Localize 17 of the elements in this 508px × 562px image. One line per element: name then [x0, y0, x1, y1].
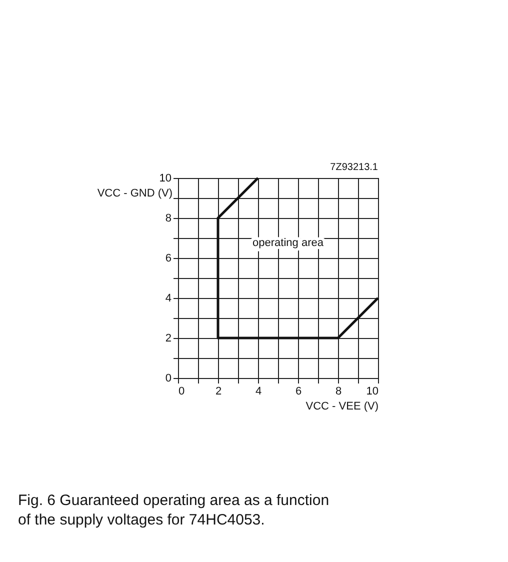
- x-tick-label: 2: [215, 386, 222, 398]
- y-tick-label: 2: [165, 332, 172, 344]
- y-tick-label: 8: [165, 212, 172, 224]
- text: 7Z93213.1: [330, 162, 378, 173]
- x-tick-label: 4: [255, 386, 262, 398]
- x-tick-label: 6: [295, 386, 302, 398]
- x-tick-label: 0: [178, 386, 185, 398]
- y-tick-label: 6: [165, 252, 172, 264]
- line-series: [216, 176, 380, 340]
- y-tick-label: 10: [159, 172, 172, 184]
- x-tick-label: 8: [335, 386, 342, 398]
- x-tick-label: 10: [366, 386, 378, 398]
- y-axis-title: VCC - GND (V): [97, 188, 172, 200]
- y-tick-label: 0: [165, 372, 172, 384]
- caption: Fig. 6 Guaranteed operating area as a function of the supply voltages for 74HC4053.: [18, 492, 330, 528]
- y-tick-label: 4: [165, 292, 172, 304]
- x-axis-title: VCC - VEE (V): [306, 400, 378, 412]
